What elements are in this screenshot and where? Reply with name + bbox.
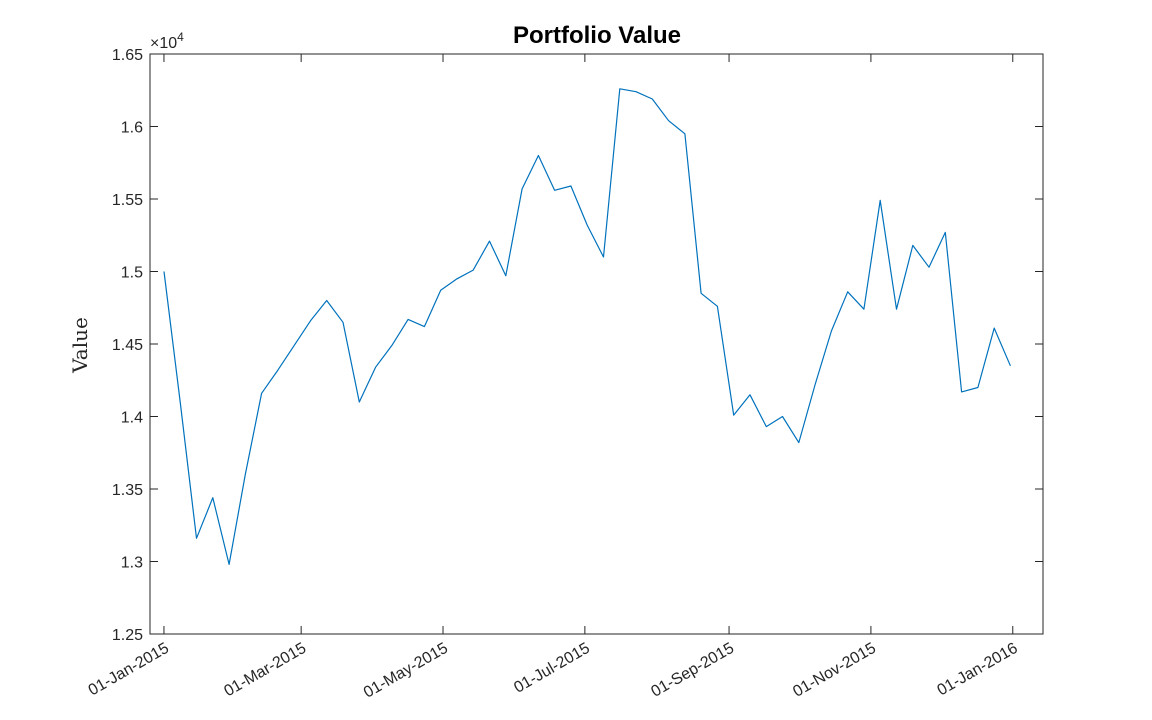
y-tick-label: 1.45 [112, 337, 143, 354]
y-tick-label: 1.4 [121, 410, 143, 427]
x-tick-label: 01-Jul-2015 [511, 640, 593, 697]
x-tick-label: 01-Sep-2015 [648, 640, 737, 701]
y-axis-ticks: 1.25 1.3 1.35 1.4 1.45 1.5 1.55 1.6 1.65 [112, 47, 1043, 644]
x-tick-label: 01-Nov-2015 [790, 640, 879, 701]
y-axis-label: Value [68, 317, 92, 374]
y-tick-label: 1.35 [112, 482, 143, 499]
y-tick-label: 1.55 [112, 192, 143, 209]
y-axis-exponent-power: 4 [177, 30, 184, 44]
x-tick-label: 01-May-2015 [361, 640, 451, 702]
y-tick-label: 1.25 [112, 627, 143, 644]
y-tick-label: 1.3 [121, 555, 143, 572]
chart-title: Portfolio Value [513, 22, 681, 49]
y-tick-label: 1.65 [112, 47, 143, 64]
x-tick-label: 01-Jan-2016 [934, 640, 1020, 700]
x-tick-label: 01-Mar-2015 [221, 640, 309, 701]
plot-area [149, 53, 1044, 635]
y-tick-label: 1.6 [121, 120, 143, 137]
y-axis-exponent: ×104 [150, 30, 184, 52]
y-tick-label: 1.5 [121, 265, 143, 282]
series-line-portfolio-value [163, 88, 1011, 565]
x-tick-label: 01-Jan-2015 [86, 640, 172, 700]
